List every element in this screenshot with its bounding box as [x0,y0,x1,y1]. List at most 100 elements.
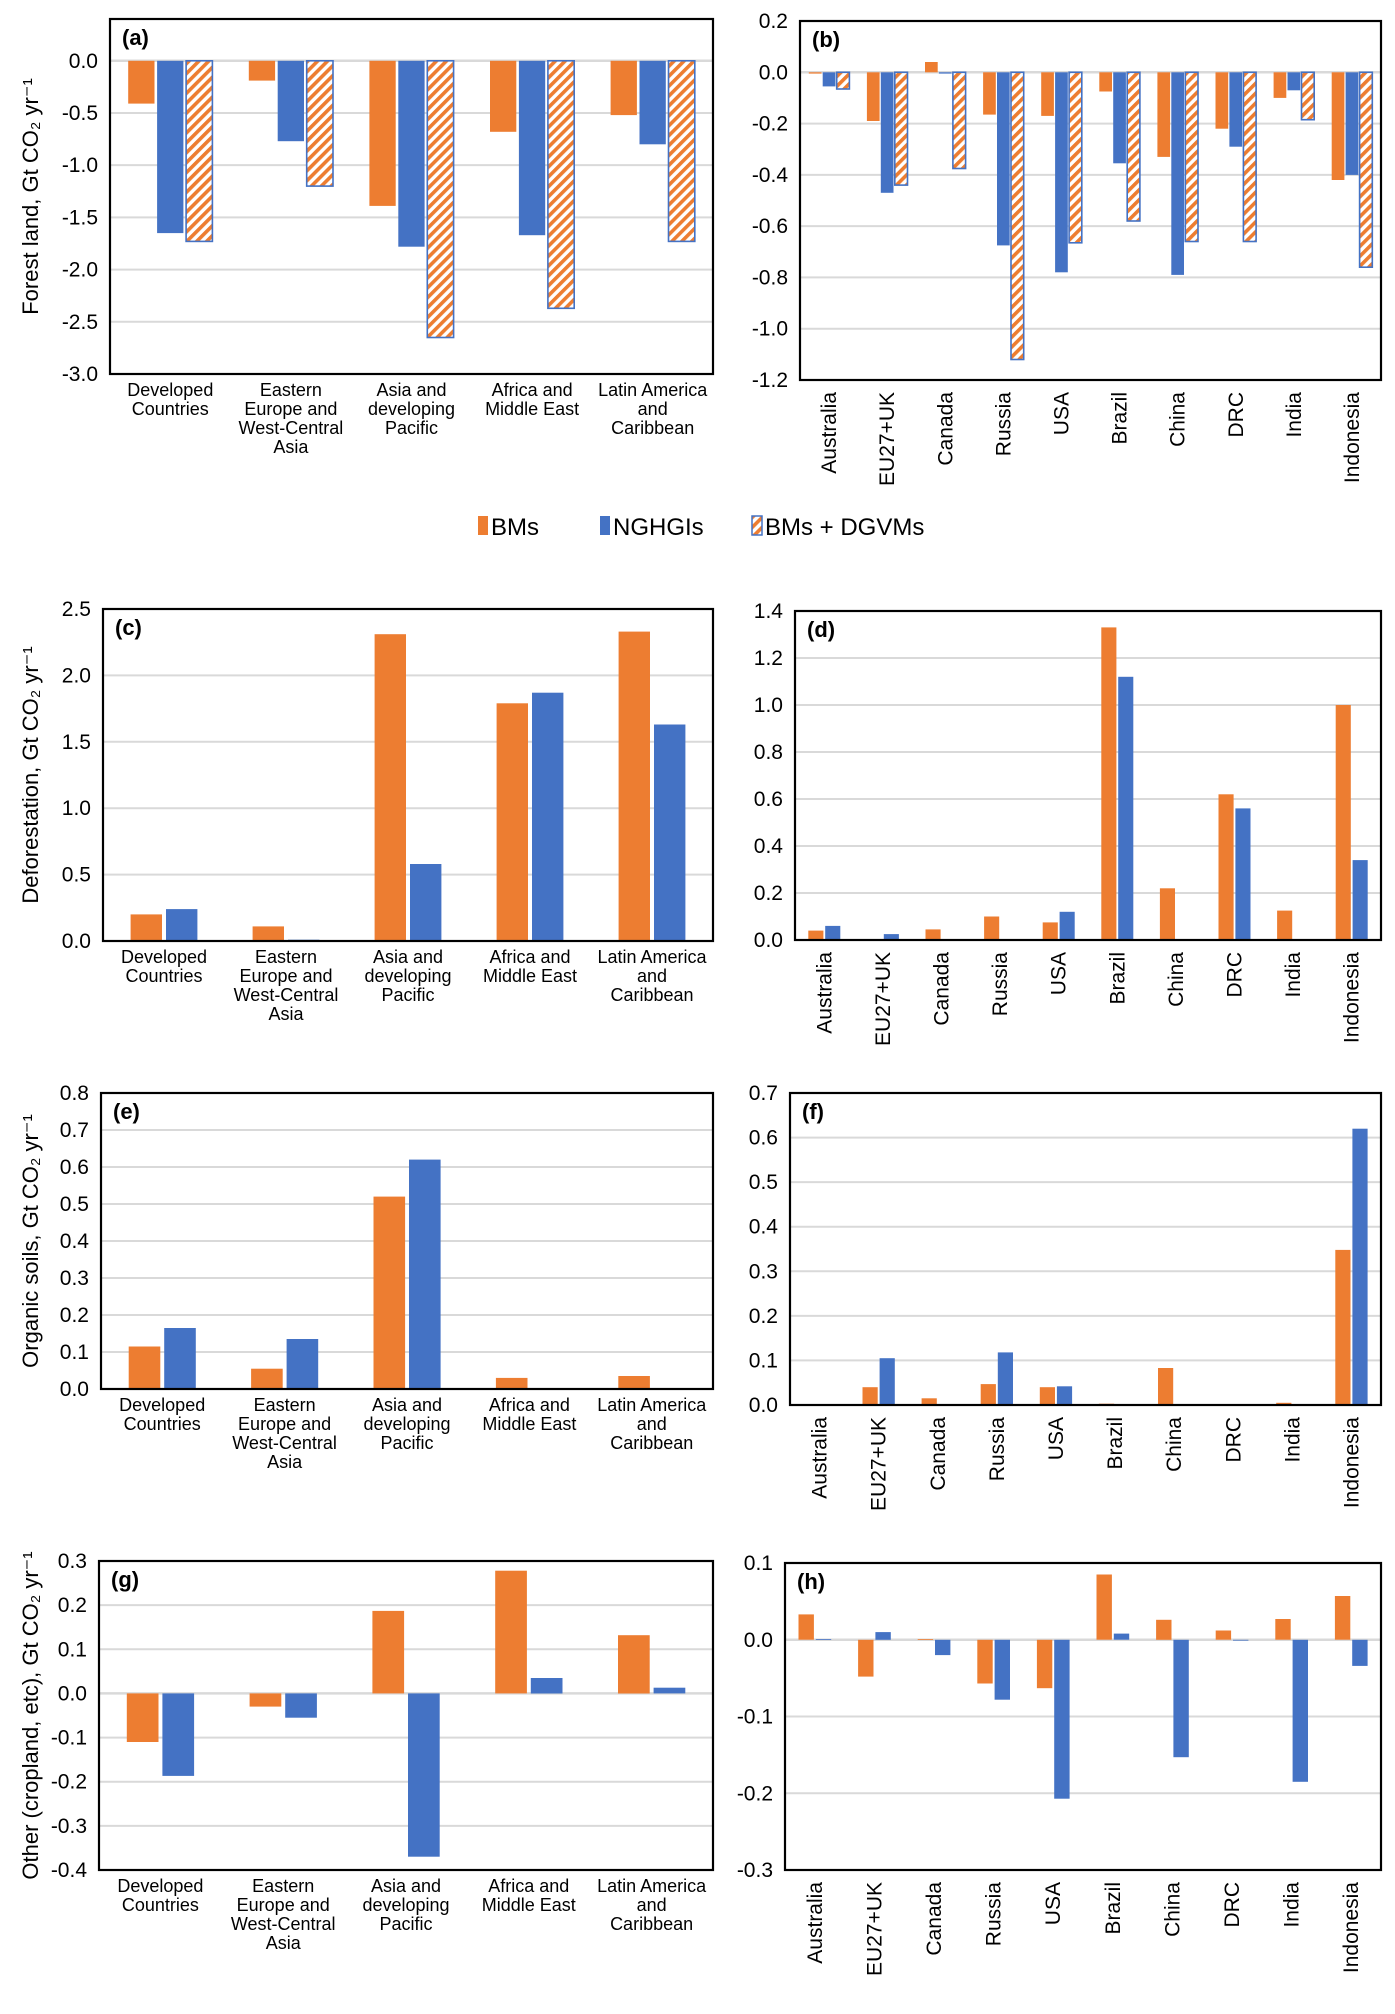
bar-bms-eu27-uk [858,1639,874,1677]
bar-bms-usa [1039,1387,1055,1405]
bar-bms-dgvms-africa-and-middle-east [547,59,576,310]
x-category-label: Africa and Middle East [483,947,577,986]
x-category-label-line: Pacific [380,1433,433,1453]
x-category-label: Asia and developing Pacific [364,947,451,1005]
x-category-label: DRC [1222,1417,1245,1463]
x-category-label: Russia [983,1882,1006,1947]
y-tick-label: 0.3 [58,1550,87,1573]
y-tick-label: -3.0 [62,363,98,386]
bar-nghgis-latin-america-and-caribbean [639,60,666,145]
x-category-label: EU27+UK [868,1417,891,1511]
y-tick-label: -0.1 [737,1706,773,1729]
x-category-label-line: West-Central [232,1433,337,1453]
bar-bms-india [1277,910,1293,940]
x-category-label-line: West-Central [231,1914,336,1934]
x-category-label-line: Eastern [255,947,317,967]
y-tick-label: 1.2 [754,647,783,670]
y-tick-label: -0.1 [51,1727,87,1750]
legend-swatch-bms [478,516,488,535]
y-tick-label: 0.2 [754,882,783,905]
y-tick-label: 0.4 [754,835,784,858]
bar-nghgis-eu27-uk [880,72,894,193]
x-category-label: USA [1045,1417,1068,1460]
x-category-label: Russia [989,952,1012,1017]
x-category-label: Developed Countries [117,1876,203,1915]
bar-nghgis-eastern-europe-and-west-central-asia [286,1339,319,1389]
bar-bms-eastern-europe-and-west-central-asia [252,926,284,941]
y-tick-label: 0.0 [69,50,98,73]
bar-bms-brazil [1101,627,1117,940]
panel-label: (b) [812,27,840,52]
bar-bms-russia [984,916,1000,940]
x-category-label: USA [1042,1882,1065,1925]
x-category-label: Indonesia [1340,1417,1363,1508]
x-category-label: EU27+UK [872,952,895,1046]
bar-nghgis-drc [1229,72,1243,147]
panel-h: 0.1 0.0 -0.1 -0.2 -0.3 (h) Australia EU27+UK Can… [737,1552,1383,1976]
bar-bms-eu27-uk [862,1387,878,1405]
y-tick-label: 0.0 [60,1378,89,1401]
bar-bms-indonesia [1331,72,1345,180]
y-tick-label: 0.1 [749,1349,778,1372]
y-tick-label: -0.2 [737,1782,773,1805]
x-category-label-line: Latin America [598,380,708,400]
x-category-label-line: developing [368,399,455,419]
plot-frame [793,609,1383,942]
x-category-label: Developed Countries [119,1395,205,1434]
bar-bms-canada [921,1398,937,1405]
bar-bms-africa-and-middle-east [495,1377,528,1389]
bar-bms-brazil [1096,1574,1112,1640]
x-category-label-line: Pacific [379,1914,432,1934]
x-category-label: China [1167,392,1190,447]
x-category-label: Russia [992,392,1015,457]
bar-nghgis-india [1292,1639,1308,1782]
bar-nghgis-asia-and-developing-pacific [398,60,425,247]
x-category-label: Eastern Europe and West-Central Asia [234,947,339,1024]
x-category-label: India [1281,1417,1304,1463]
bar-nghgis-canada [938,72,952,74]
y-axis-label: Forest land, Gt CO₂ yr⁻¹ [18,78,43,315]
bar-nghgis-eastern-europe-and-west-central-asia [277,60,304,142]
bar-bms-dgvms-australia [835,71,851,90]
x-category-label-line: Countries [132,399,209,419]
bar-nghgis-canada [935,1639,951,1656]
x-category-label: Australia [818,392,841,474]
bar-bms-dgvms-canada [952,71,967,170]
x-category-label-line: and [637,1414,667,1434]
bar-bms-russia [980,1384,996,1405]
bar-nghgis-brazil [1118,676,1134,940]
x-category-label: Africa and Middle East [482,1876,576,1915]
x-category-label-line: Middle East [483,966,577,986]
y-tick-label: 0.6 [60,1156,89,1179]
x-category-label: Eastern Europe and West-Central Asia [232,1395,337,1472]
x-category-label-line: developing [363,1414,450,1434]
x-category-label: EU27+UK [876,392,899,486]
x-category-label: Asia and developing Pacific [363,1395,450,1453]
bar-bms-dgvms-asia-and-developing-pacific [426,59,455,339]
panel-g: 0.3 0.2 0.1 0.0 -0.1 -0.2 -0.3 -0.4 (g) Developed… [18,1550,715,1953]
x-category-label-line: Latin America [597,947,707,967]
x-category-label-line: West-Central [239,418,344,438]
x-category-label-line: developing [364,966,451,986]
y-axis-label: Deforestation, Gt CO₂ yr⁻¹ [18,646,43,903]
y-tick-label: 0.2 [759,10,788,33]
y-tick-label: -0.2 [51,1771,87,1794]
bar-nghgis-usa [1059,911,1075,940]
y-tick-label: -2.0 [62,259,98,282]
bar-bms-australia [808,72,822,74]
bar-nghgis-usa [1056,1386,1073,1405]
bar-bms-asia-and-developing-pacific [373,1196,406,1389]
x-category-label: Latin America and Caribbean [598,380,708,438]
x-category-label-line: and [638,399,668,419]
x-category-label-line: Countries [124,1414,201,1434]
y-tick-label: 0.1 [60,1341,89,1364]
panel-label: (a) [122,25,149,50]
bar-bms-indonesia [1335,1249,1351,1405]
y-tick-label: 0.4 [749,1216,779,1239]
x-category-label-line: Pacific [385,418,438,438]
bar-bms-dgvms-latin-america-and-caribbean [667,59,696,243]
x-category-label-line: Middle East [482,1414,576,1434]
x-category-label: Australia [809,1417,832,1499]
y-tick-label: 0.0 [754,929,783,952]
bar-nghgis-developed-countries [164,1328,196,1389]
